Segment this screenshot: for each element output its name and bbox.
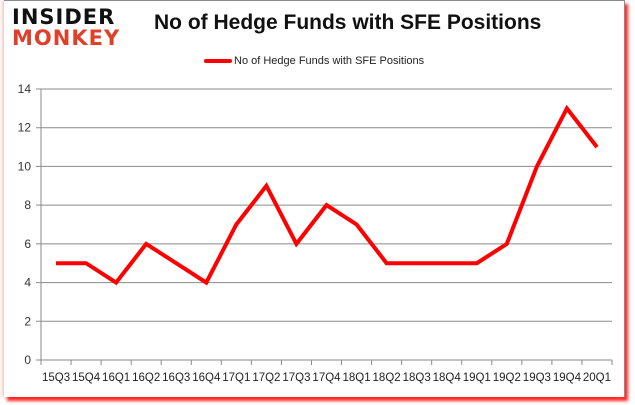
x-tick-label: 17Q3 — [282, 372, 310, 384]
x-tick-label: 20Q1 — [583, 372, 611, 384]
x-tick-label: 16Q3 — [162, 372, 190, 384]
x-tick-label: 19Q1 — [463, 372, 491, 384]
insider-monkey-logo: INSIDER MONKEY — [12, 7, 142, 49]
chart-legend: No of Hedge Funds with SFE Positions — [204, 55, 424, 67]
y-tick-label: 8 — [24, 198, 31, 212]
x-tick-label: 16Q4 — [192, 372, 221, 384]
x-tick-label: 19Q2 — [493, 372, 521, 384]
y-tick-label: 2 — [24, 314, 31, 328]
legend-label: No of Hedge Funds with SFE Positions — [234, 55, 425, 67]
x-tick-label: 17Q1 — [222, 372, 250, 384]
x-axis: 15Q3 15Q4 16Q1 16Q2 16Q3 16Q4 17Q1 17Q2 17Q3 17Q4… — [40, 360, 613, 384]
y-axis: 0 2 4 6 8 10 12 14 — [18, 82, 42, 367]
series-line — [56, 104, 599, 286]
y-tick-label: 0 — [24, 353, 31, 367]
x-tick-label: 19Q4 — [553, 372, 582, 384]
chart-title: No of Hedge Funds with SFE Positions — [154, 11, 542, 34]
y-tick-label: 14 — [18, 82, 32, 96]
x-tick-label: 18Q1 — [342, 372, 370, 384]
chart-frame: INSIDER MONKEY No of Hedge Funds with SF… — [4, 0, 625, 397]
x-tick-label: 16Q1 — [102, 372, 130, 384]
x-tick-label: 16Q2 — [132, 372, 160, 384]
x-tick-label: 19Q3 — [523, 372, 551, 384]
x-tick-label: 17Q4 — [312, 372, 341, 384]
x-tick-label: 18Q3 — [403, 372, 431, 384]
y-tick-label: 12 — [18, 121, 32, 135]
legend-line-swatch-icon — [204, 59, 232, 63]
y-tick-label: 10 — [18, 159, 32, 173]
gridlines — [36, 88, 612, 361]
x-tick-label: 15Q4 — [72, 372, 101, 384]
y-tick-label: 6 — [24, 237, 31, 251]
logo-text-monkey: MONKEY — [12, 26, 121, 50]
y-tick-label: 4 — [24, 276, 31, 290]
x-tick-label: 15Q3 — [42, 372, 70, 384]
x-tick-label: 18Q4 — [433, 372, 462, 384]
logo-text-insider: INSIDER — [12, 5, 116, 29]
x-tick-label: 17Q2 — [252, 372, 280, 384]
x-tick-label: 18Q2 — [373, 372, 401, 384]
